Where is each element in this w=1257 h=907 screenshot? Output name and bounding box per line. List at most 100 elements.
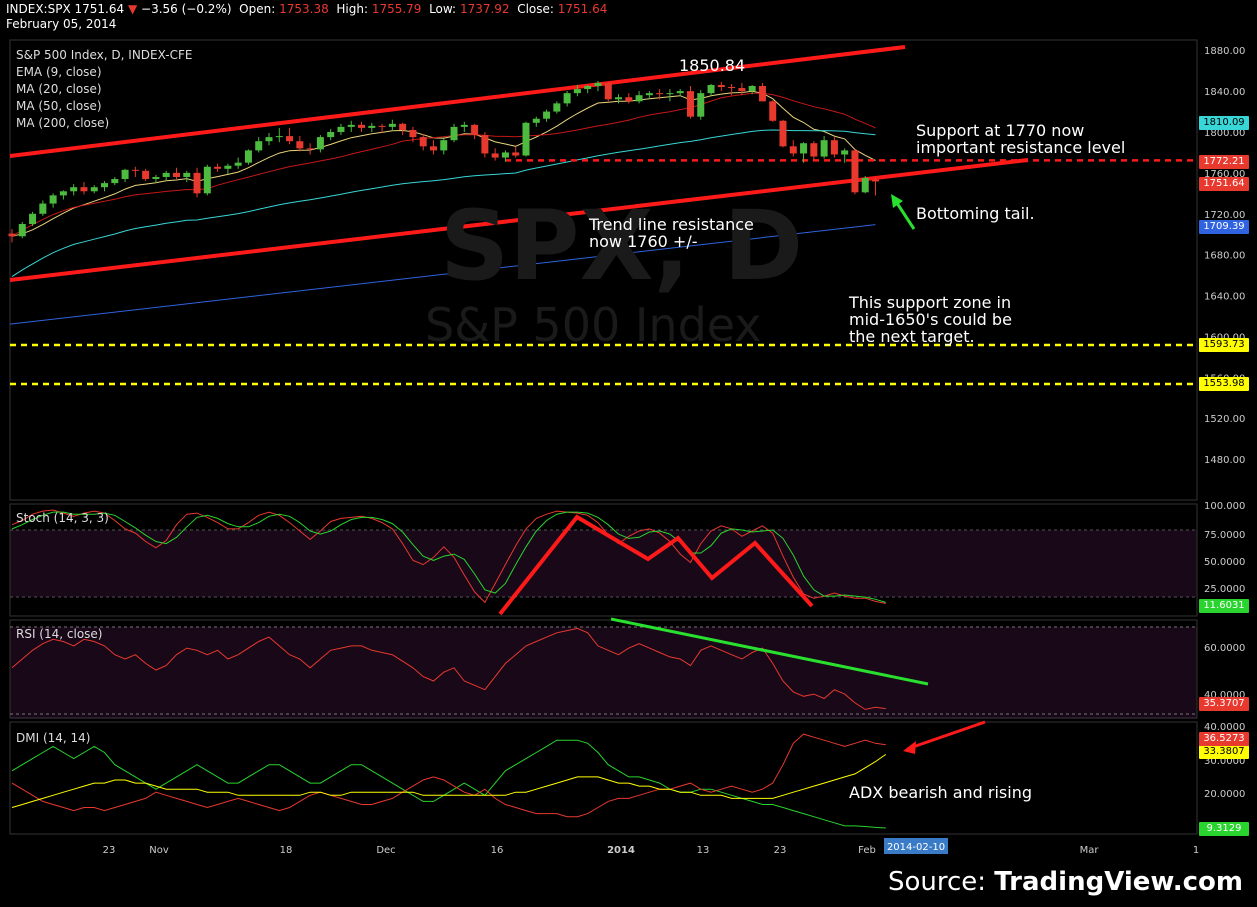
support-tag-1: 1593.73 — [1199, 338, 1249, 352]
stoch-title[interactable]: Stoch (14, 3, 3) — [16, 511, 109, 525]
date-cursor-label: 2014-02-10 — [887, 842, 945, 853]
legend-ema[interactable]: EMA (9, close) — [16, 65, 102, 79]
down-arrow-icon: ▼ — [127, 2, 138, 16]
price-tick-label: 1480.00 — [1204, 455, 1245, 466]
candle-body — [563, 93, 571, 104]
candle-body — [584, 86, 592, 90]
legend-ma50[interactable]: MA (50, close) — [16, 99, 102, 113]
last-price-tag: 1751.64 — [1199, 177, 1249, 191]
candle-body — [49, 195, 57, 204]
open-value: 1753.38 — [279, 2, 329, 16]
candle-body — [861, 178, 869, 193]
date-tick-label: 1 — [1193, 845, 1199, 856]
price-tick-label: 1760.00 — [1204, 169, 1245, 180]
arrow-head-icon — [891, 194, 903, 208]
date-tick-label: 23 — [103, 845, 116, 856]
candle-body — [39, 203, 47, 214]
legend-title[interactable]: S&P 500 Index, D, INDEX-CFE — [16, 48, 193, 62]
candle-body — [399, 123, 407, 130]
support-note: Support at 1770 now important resistance… — [916, 121, 1126, 157]
candle-body — [358, 124, 366, 128]
candle-body — [90, 187, 98, 192]
stoch-tick-label: 75.0000 — [1204, 530, 1245, 541]
candle-body — [512, 152, 520, 156]
price-tick-label: 1520.00 — [1204, 414, 1245, 425]
candle-body — [450, 126, 458, 141]
stoch-tick-label: 50.0000 — [1204, 557, 1245, 568]
candle-body — [491, 153, 499, 158]
dmi-panel-frame — [9, 721, 1198, 835]
quote-header: INDEX:SPX 1751.64 ▼ −3.56 (−0.2%) Open: … — [6, 2, 607, 31]
stoch-value-tag: 11.6031 — [1199, 599, 1249, 613]
ma20-line — [11, 92, 876, 237]
candle-body — [101, 183, 109, 188]
candle-body — [676, 91, 684, 94]
rsi-tick-label: 40.0000 — [1204, 690, 1245, 701]
bottoming-tail-arrow — [893, 199, 916, 230]
stoch-tick-label: 100.000 — [1204, 501, 1245, 512]
close-label: Close: — [517, 2, 554, 16]
price-tick-label: 1880.00 — [1204, 46, 1245, 57]
stoch-k-line — [11, 509, 886, 604]
date-tick-label: 23 — [774, 845, 787, 856]
date-tick-label: 2014 — [607, 845, 635, 856]
candle-body — [152, 176, 160, 180]
date-tick-label: Mar — [1080, 845, 1100, 856]
candle-body — [172, 172, 180, 177]
ma50-price-tag: 1810.09 — [1199, 116, 1249, 130]
candle-body — [872, 179, 880, 182]
adx-line — [11, 753, 887, 808]
candle-body — [758, 86, 766, 102]
candle-body — [80, 187, 88, 192]
candle-body — [471, 124, 479, 136]
date-tick-label: 16 — [491, 845, 504, 856]
rsi-line — [11, 627, 886, 710]
candle-body — [728, 87, 736, 89]
date-cursor-badge — [884, 838, 948, 854]
stoch-panel-frame — [9, 503, 1198, 617]
candle-body — [224, 165, 232, 169]
watermark-symbol: SPX, D — [440, 190, 804, 302]
rsi-tick-label: 60.0000 — [1204, 643, 1245, 654]
legend-ma20[interactable]: MA (20, close) — [16, 82, 102, 96]
candle-body — [327, 132, 335, 138]
candle-body — [810, 143, 818, 157]
legend-ma200[interactable]: MA (200, close) — [16, 116, 110, 130]
support-tag-2: 1553.98 — [1199, 377, 1249, 391]
candle-body — [214, 166, 222, 169]
candle-body — [275, 136, 283, 138]
candle-body — [409, 129, 417, 138]
dmi-title[interactable]: DMI (14, 14) — [16, 731, 91, 745]
candle-body — [131, 169, 139, 171]
candle-body — [429, 146, 437, 151]
candle-body — [697, 93, 705, 117]
candle-body — [779, 120, 787, 147]
candle-body — [378, 125, 386, 127]
ma200-price-tag: 1709.39 — [1199, 220, 1249, 234]
rsi-title[interactable]: RSI (14, close) — [16, 627, 103, 641]
candle-body — [666, 93, 674, 95]
watermark-name: S&P 500 Index — [425, 298, 762, 352]
candle-body — [70, 187, 78, 192]
stoch-zigzag-annotation — [498, 514, 814, 616]
candle-body — [748, 86, 756, 92]
candle-body — [286, 136, 294, 142]
candle-body — [820, 140, 828, 157]
candle-body — [738, 88, 746, 92]
candle-body — [244, 150, 252, 163]
candle-body — [543, 111, 551, 119]
ma200-line — [9, 224, 876, 325]
candle-body — [265, 137, 273, 142]
candle-body — [625, 97, 633, 102]
dmi-tick-label: 40.0000 — [1204, 722, 1245, 733]
high-value: 1755.79 — [371, 2, 422, 16]
change-value: −3.56 (−0.2%) — [141, 2, 232, 16]
price-tick-label: 1720.00 — [1204, 210, 1245, 221]
candle-body — [635, 95, 643, 102]
date-tick-label: Dec — [376, 845, 395, 856]
candle-body — [18, 224, 26, 237]
candle-body — [501, 152, 509, 158]
candle-body — [789, 146, 797, 154]
candle-body — [522, 122, 530, 156]
